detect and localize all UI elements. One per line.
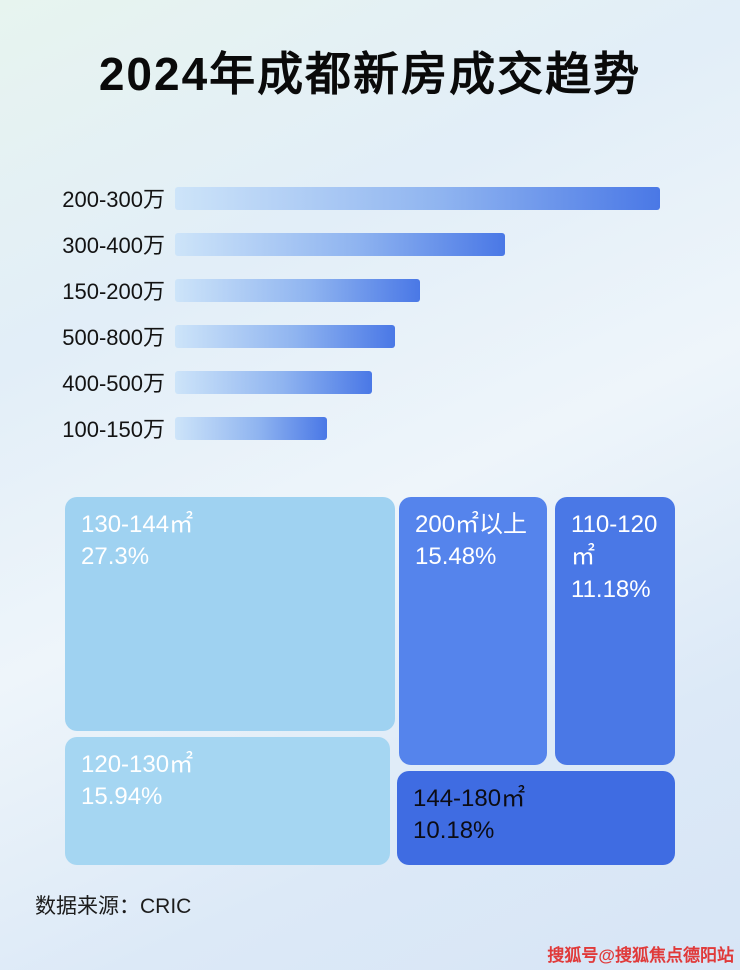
treemap-block-value: 27.3%	[81, 543, 150, 571]
treemap-block-120-130: 120-130㎡ 15.94%	[65, 737, 390, 865]
treemap-block-label: 144-180㎡	[413, 785, 526, 812]
bar-category-label: 150-200万	[62, 279, 165, 304]
treemap-block-label: 120-130㎡	[81, 751, 194, 778]
bar	[175, 416, 327, 440]
treemap-block-value: 10.18%	[413, 817, 495, 845]
treemap-block-130-144: 130-144㎡ 27.3%	[65, 497, 395, 731]
treemap-block-label: 200㎡以上	[415, 511, 528, 538]
treemap-block-label: 130-144㎡	[81, 511, 194, 538]
bar-row: 100-150万	[40, 405, 700, 451]
bar-category-label: 100-150万	[62, 417, 165, 442]
bar-row: 400-500万	[40, 359, 700, 405]
treemap-block-200-plus: 200㎡以上 15.48%	[399, 497, 547, 765]
treemap-block-144-180: 144-180㎡ 10.18%	[397, 771, 675, 865]
bar-row: 300-400万	[40, 221, 700, 267]
bar-category-label: 500-800万	[62, 325, 165, 350]
treemap-block-label: 110-120㎡	[571, 511, 658, 571]
bar-category-label: 300-400万	[62, 233, 165, 258]
bar-category-label: 400-500万	[62, 371, 165, 396]
bar	[175, 186, 660, 210]
treemap-block-110-120: 110-120㎡ 11.18%	[555, 497, 675, 765]
data-source-label: 数据来源：CRIC	[35, 895, 192, 918]
bar-row: 200-300万	[40, 175, 700, 221]
page-title: 2024年成都新房成交趋势	[98, 48, 642, 100]
treemap-block-value: 11.18%	[571, 575, 651, 603]
bar	[175, 324, 395, 348]
watermark-label: 搜狐号@搜狐焦点德阳站	[547, 946, 734, 965]
bar-category-label: 200-300万	[62, 187, 165, 212]
treemap-block-value: 15.94%	[81, 783, 163, 811]
bar	[175, 370, 372, 394]
bar	[175, 278, 420, 302]
bar-row: 500-800万	[40, 313, 700, 359]
treemap-block-value: 15.48%	[415, 543, 497, 571]
price-range-bar-chart: 200-300万 300-400万 150-200万 500-800万 400-…	[40, 175, 700, 451]
bar	[175, 232, 505, 256]
bar-row: 150-200万	[40, 267, 700, 313]
